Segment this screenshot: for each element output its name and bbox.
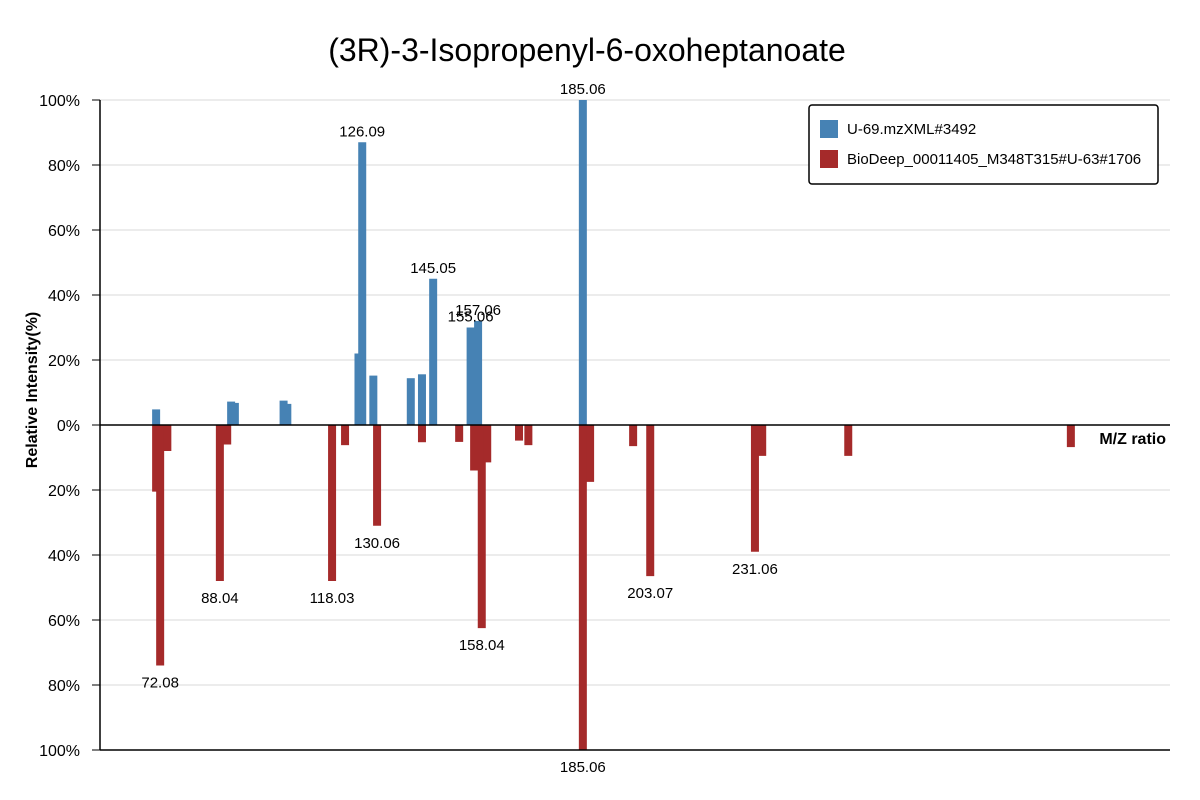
query-peak-bar: [283, 403, 292, 425]
reference-peak-bar: [328, 425, 337, 581]
y-tick-label: 40%: [48, 548, 80, 565]
y-tick-label: 20%: [48, 483, 80, 500]
query-peak-bar: [230, 402, 239, 425]
query-peak-bar: [417, 374, 426, 425]
query-peak-bar: [152, 409, 161, 425]
reference-peak-bar: [524, 425, 533, 446]
reference-peak-bar: [152, 425, 161, 492]
reference-peak-bar: [156, 425, 165, 666]
query-peak-bar: [578, 100, 587, 425]
y-tick-label: 100%: [39, 743, 80, 760]
reference-peak-bar: [341, 425, 350, 446]
y-tick-label: 60%: [48, 613, 80, 630]
reference-peak-bar: [163, 425, 172, 451]
reference-peak-label: 185.06: [560, 759, 606, 776]
reference-peak-label: 72.08: [141, 675, 179, 692]
reference-peak-label: 203.07: [627, 585, 673, 602]
reference-peak-label: 231.06: [732, 561, 778, 578]
query-peak-bar: [429, 278, 438, 425]
y-tick-label: 40%: [48, 288, 80, 305]
reference-peak-bar: [629, 425, 638, 447]
query-peak-label: 155.06: [448, 309, 494, 326]
query-peak-bar: [474, 321, 483, 425]
legend: U-69.mzXML#3492 BioDeep_00011405_M348T31…: [808, 104, 1159, 185]
y-tick-label: 0%: [57, 418, 80, 435]
query-peak-label: 145.05: [410, 260, 456, 277]
axes: 100% 80% 60% 40% 20% 0% 20% 40% 60% 80% 100%: [39, 93, 1170, 760]
peak-bars: [152, 100, 1075, 750]
reference-peak-bar: [646, 425, 655, 577]
reference-peak-bar: [477, 425, 486, 629]
y-tick-label: 80%: [48, 158, 80, 175]
query-peak-label: 157.06: [455, 302, 501, 319]
query-peak-bar: [466, 327, 475, 425]
legend-box: [808, 104, 1159, 185]
query-peak-label: 126.09: [339, 123, 385, 140]
reference-peak-bar: [586, 425, 595, 482]
reference-peak-label: 130.06: [354, 535, 400, 552]
y-tick-label: 20%: [48, 353, 80, 370]
legend-swatch-query: [820, 120, 838, 138]
reference-peak-bar: [215, 425, 224, 581]
query-peak-label: 185.06: [560, 81, 606, 98]
chart-title: (3R)-3-Isopropenyl-6-oxoheptanoate: [328, 32, 846, 68]
reference-peak-label: 88.04: [201, 590, 239, 607]
x-axis-title: M/Z ratio: [1099, 431, 1166, 448]
reference-peak-label: 118.03: [310, 590, 355, 607]
y-axis-title: Relative Intensity(%): [24, 312, 41, 468]
reference-peak-bar: [223, 425, 232, 445]
y-tick-label: 100%: [39, 93, 80, 110]
reference-peak-bar: [750, 425, 759, 552]
reference-peak-bar: [483, 425, 492, 463]
reference-peak-bar: [515, 425, 524, 441]
reference-peak-bar: [1066, 425, 1075, 448]
reference-peak-bar: [758, 425, 767, 456]
reference-peak-bar: [417, 425, 426, 443]
legend-label-reference: BioDeep_00011405_M348T315#U-63#1706: [847, 151, 1141, 168]
reference-peak-bar: [470, 425, 479, 471]
reference-peak-bar: [373, 425, 382, 526]
query-peak-bar: [406, 378, 415, 425]
legend-swatch-reference: [820, 150, 838, 168]
y-tick-label: 60%: [48, 223, 80, 240]
reference-peak-bar: [578, 425, 587, 750]
reference-peak-label: 158.04: [459, 637, 505, 654]
reference-peak-bar: [455, 425, 464, 442]
query-peak-bar: [358, 142, 367, 425]
y-tick-label: 80%: [48, 678, 80, 695]
legend-label-query: U-69.mzXML#3492: [847, 121, 976, 138]
reference-peak-bar: [844, 425, 853, 456]
query-peak-bar: [369, 375, 378, 425]
